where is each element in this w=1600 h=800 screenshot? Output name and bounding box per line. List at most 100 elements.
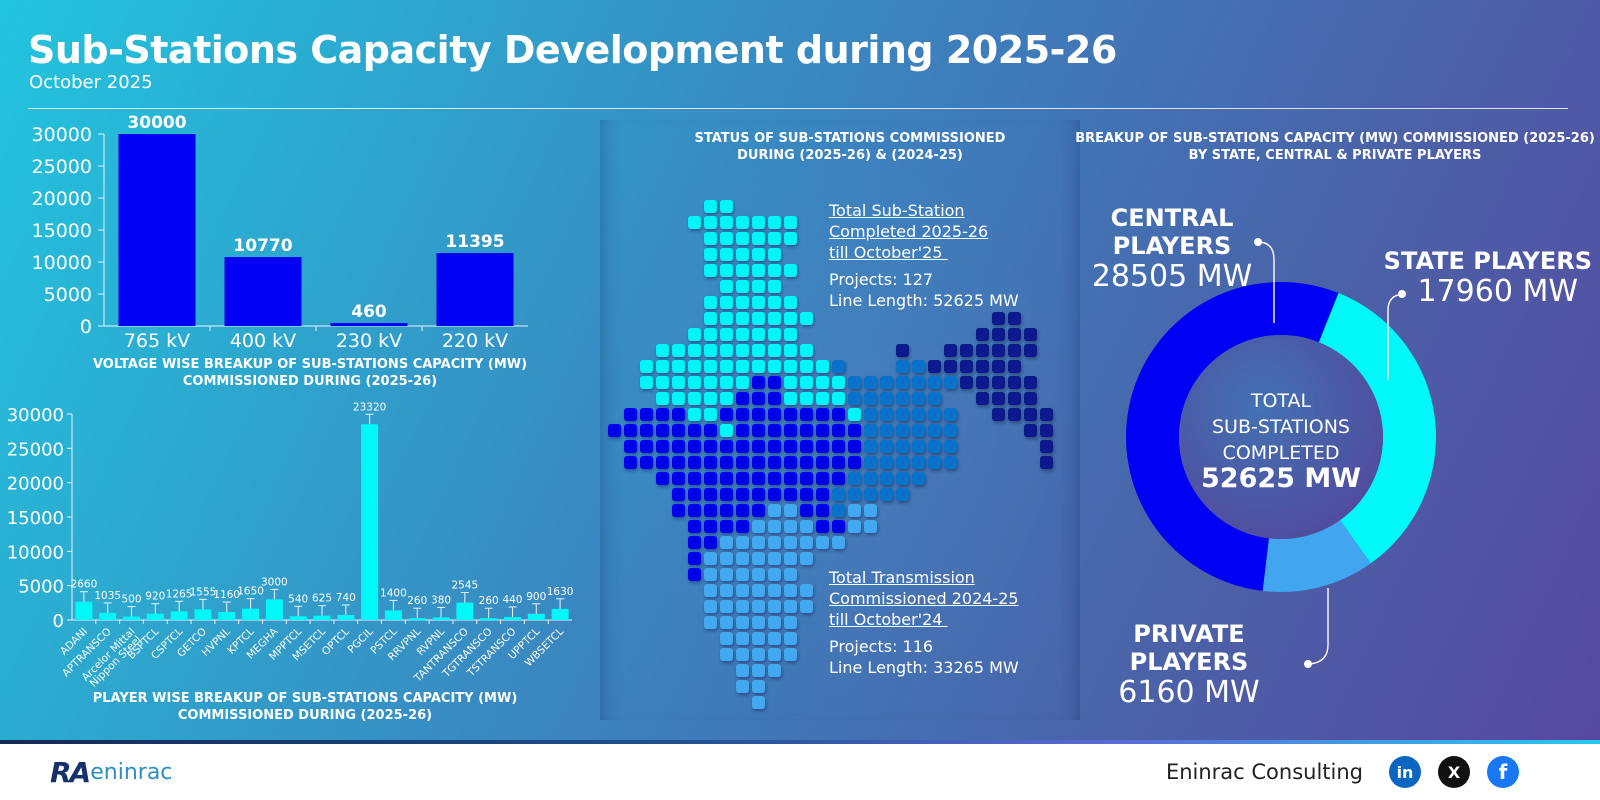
map-cell: [864, 472, 877, 485]
map-cell: [768, 392, 781, 405]
x-tick-label: 230 kV: [336, 330, 402, 352]
map-cell: [672, 472, 685, 485]
info-current-heading-3: till October'25: [829, 243, 948, 262]
map-cell: [784, 424, 797, 437]
map-cell: [736, 504, 749, 517]
donut-center-label: TOTAL: [1250, 390, 1312, 412]
map-cell: [1008, 312, 1021, 325]
map-cell: [736, 360, 749, 373]
map-cell: [944, 376, 957, 389]
map-cell: [912, 456, 925, 469]
y-tick-label: 20000: [7, 474, 64, 495]
info-previous-line-length: Line Length: 33265 MW: [829, 658, 1019, 677]
map-cell: [752, 616, 765, 629]
map-cell: [784, 312, 797, 325]
data-label: 2545: [451, 580, 478, 592]
voltage-bar-chart: 0 5000 10000 15000 20000 25000 30000 30000 765 k…: [32, 113, 528, 352]
map-cell: [704, 488, 717, 501]
header-divider: [28, 108, 1568, 109]
map-cell: [928, 408, 941, 421]
map-cell: [784, 392, 797, 405]
map-cell: [896, 472, 909, 485]
linkedin-icon[interactable]: in: [1389, 756, 1421, 788]
map-cell: [752, 376, 765, 389]
map-cell: [864, 424, 877, 437]
map-cell: [784, 472, 797, 485]
map-cell: [768, 664, 781, 677]
map-cell: [736, 280, 749, 293]
map-cell: [736, 664, 749, 677]
data-label: 540: [288, 593, 308, 605]
map-cell: [800, 440, 813, 453]
data-label: 3000: [261, 576, 288, 588]
data-label: 1265: [166, 588, 193, 600]
info-current-line-length: Line Length: 52625 MW: [829, 291, 1019, 310]
map-cell: [944, 408, 957, 421]
data-label: 900: [526, 591, 546, 603]
map-cell: [816, 520, 829, 533]
map-cell: [880, 392, 893, 405]
map-cell: [816, 424, 829, 437]
map-cell: [688, 360, 701, 373]
map-cell: [704, 360, 717, 373]
map-cell: [704, 232, 717, 245]
bar-WBSETCL: [551, 608, 569, 620]
eninrac-logo[interactable]: RA eninrac: [50, 754, 172, 790]
x-tick-label: 765 kV: [124, 330, 190, 352]
data-label: 11395: [445, 232, 504, 252]
map-cell: [912, 472, 925, 485]
map-cell: [656, 344, 669, 357]
label-private-value: 6160 MW: [1118, 675, 1260, 710]
label-central: CENTRAL PLAYERS 28505 MW: [1067, 204, 1277, 294]
map-cell: [1008, 344, 1021, 357]
map-cell: [944, 456, 957, 469]
map-cell: [768, 488, 781, 501]
map-cell: [832, 376, 845, 389]
map-cell: [704, 200, 717, 213]
map-cell: [784, 520, 797, 533]
facebook-icon[interactable]: f: [1487, 756, 1519, 788]
map-cell: [848, 424, 861, 437]
y-tick-label: 25000: [32, 156, 92, 178]
map-cell: [832, 520, 845, 533]
bar-MPPTCL: [289, 616, 307, 620]
map-cell: [672, 504, 685, 517]
bar-PSTCL: [384, 610, 402, 620]
map-cell: [848, 488, 861, 501]
bar-MSETCL: [313, 615, 331, 620]
bar-220-kV: [436, 253, 514, 326]
map-cell: [720, 472, 733, 485]
map-cell: [768, 296, 781, 309]
map-cell: [736, 536, 749, 549]
map-cell: [992, 408, 1005, 421]
donut-center-label: COMPLETED: [1223, 442, 1340, 464]
info-previous-heading-3: till October'24: [829, 610, 948, 629]
map-cell: [736, 600, 749, 613]
map-cell: [656, 424, 669, 437]
map-cell: [720, 648, 733, 661]
player-chart-title-line1: PLAYER WISE BREAKUP OF SUB-STATIONS CAPA…: [92, 691, 518, 706]
map-cell: [688, 392, 701, 405]
map-cell: [976, 376, 989, 389]
map-cell: [768, 344, 781, 357]
map-cell: [704, 472, 717, 485]
map-cell: [864, 504, 877, 517]
donut-center-label: SUB-STATIONS: [1212, 416, 1350, 438]
bar-TSTRANSCO: [503, 616, 521, 620]
x-twitter-icon[interactable]: X: [1438, 756, 1470, 788]
map-cell: [720, 616, 733, 629]
y-tick-label: 5000: [18, 577, 64, 598]
map-cell: [768, 232, 781, 245]
map-cell: [768, 408, 781, 421]
y-tick-label: 10000: [32, 252, 92, 274]
info-current-projects: Projects: 127: [829, 270, 934, 289]
map-cell: [784, 456, 797, 469]
map-cell: [720, 632, 733, 645]
map-cell: [1040, 424, 1053, 437]
map-cell: [864, 376, 877, 389]
map-cell: [704, 520, 717, 533]
map-cell: [672, 408, 685, 421]
map-cell: [992, 328, 1005, 341]
info-current-heading-1: Total Sub-Station: [829, 201, 965, 220]
